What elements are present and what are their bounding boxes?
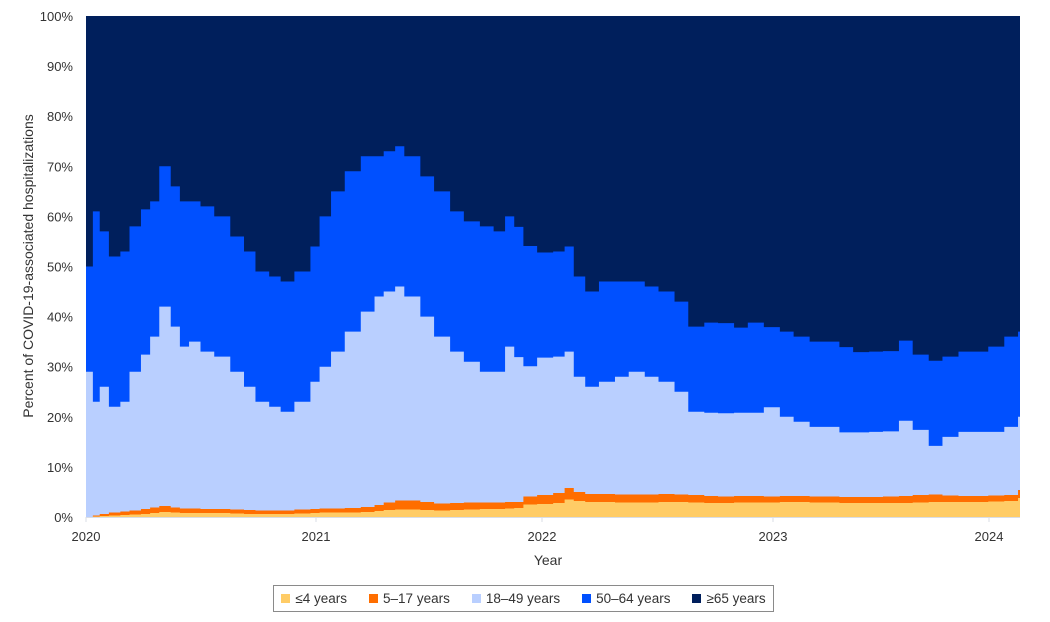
x-axis: 2020 2021 2022 2023 2024 [72, 517, 1020, 544]
legend-label: ≥65 years [706, 591, 766, 606]
y-tick-label: 30% [47, 360, 73, 375]
legend: ≤4 years 5–17 years 18–49 years 50–64 ye… [273, 585, 774, 612]
x-tick-label: 2023 [759, 529, 788, 544]
legend-swatch-65-plus [692, 594, 702, 603]
legend-swatch-50-64 [582, 594, 592, 603]
x-tick-label: 2020 [72, 529, 101, 544]
y-tick-label: 0% [54, 510, 73, 525]
area--4-years [86, 497, 1020, 517]
legend-item-5-17: 5–17 years [369, 591, 450, 606]
legend-swatch-under-4 [281, 594, 291, 603]
plot-area [86, 16, 1020, 517]
legend-item-65-plus: ≥65 years [692, 591, 766, 606]
y-tick-label: 90% [47, 59, 73, 74]
x-tick-label: 2022 [528, 529, 557, 544]
y-tick-label: 20% [47, 410, 73, 425]
legend-label: 5–17 years [383, 591, 450, 606]
y-tick-label: 100% [40, 9, 74, 24]
y-tick-label: 70% [47, 159, 73, 174]
x-axis-title: Year [534, 552, 563, 568]
y-tick-label: 50% [47, 260, 73, 275]
legend-swatch-5-17 [369, 594, 379, 603]
legend-swatch-18-49 [471, 594, 481, 603]
legend-label: 18–49 years [485, 591, 561, 606]
legend-item-under-4: ≤4 years [281, 591, 347, 606]
y-tick-label: 10% [47, 460, 73, 475]
legend-label: ≤4 years [295, 591, 348, 606]
legend-item-50-64: 50–64 years [582, 591, 670, 606]
legend-item-18-49: 18–49 years [471, 591, 561, 606]
y-tick-label: 80% [47, 109, 73, 124]
y-axis-title: Percent of COVID-19-associated hospitali… [20, 114, 36, 417]
x-tick-label: 2021 [302, 529, 331, 544]
y-tick-label: 60% [47, 209, 73, 224]
y-axis: 0% 10% 20% 30% 40% 50% 60% 70% 80% 90% 100% [40, 9, 74, 525]
y-tick-label: 40% [47, 310, 73, 325]
x-tick-label: 2024 [975, 529, 1004, 544]
area-18-49-years [86, 286, 1020, 517]
legend-label: 50–64 years [596, 591, 671, 606]
